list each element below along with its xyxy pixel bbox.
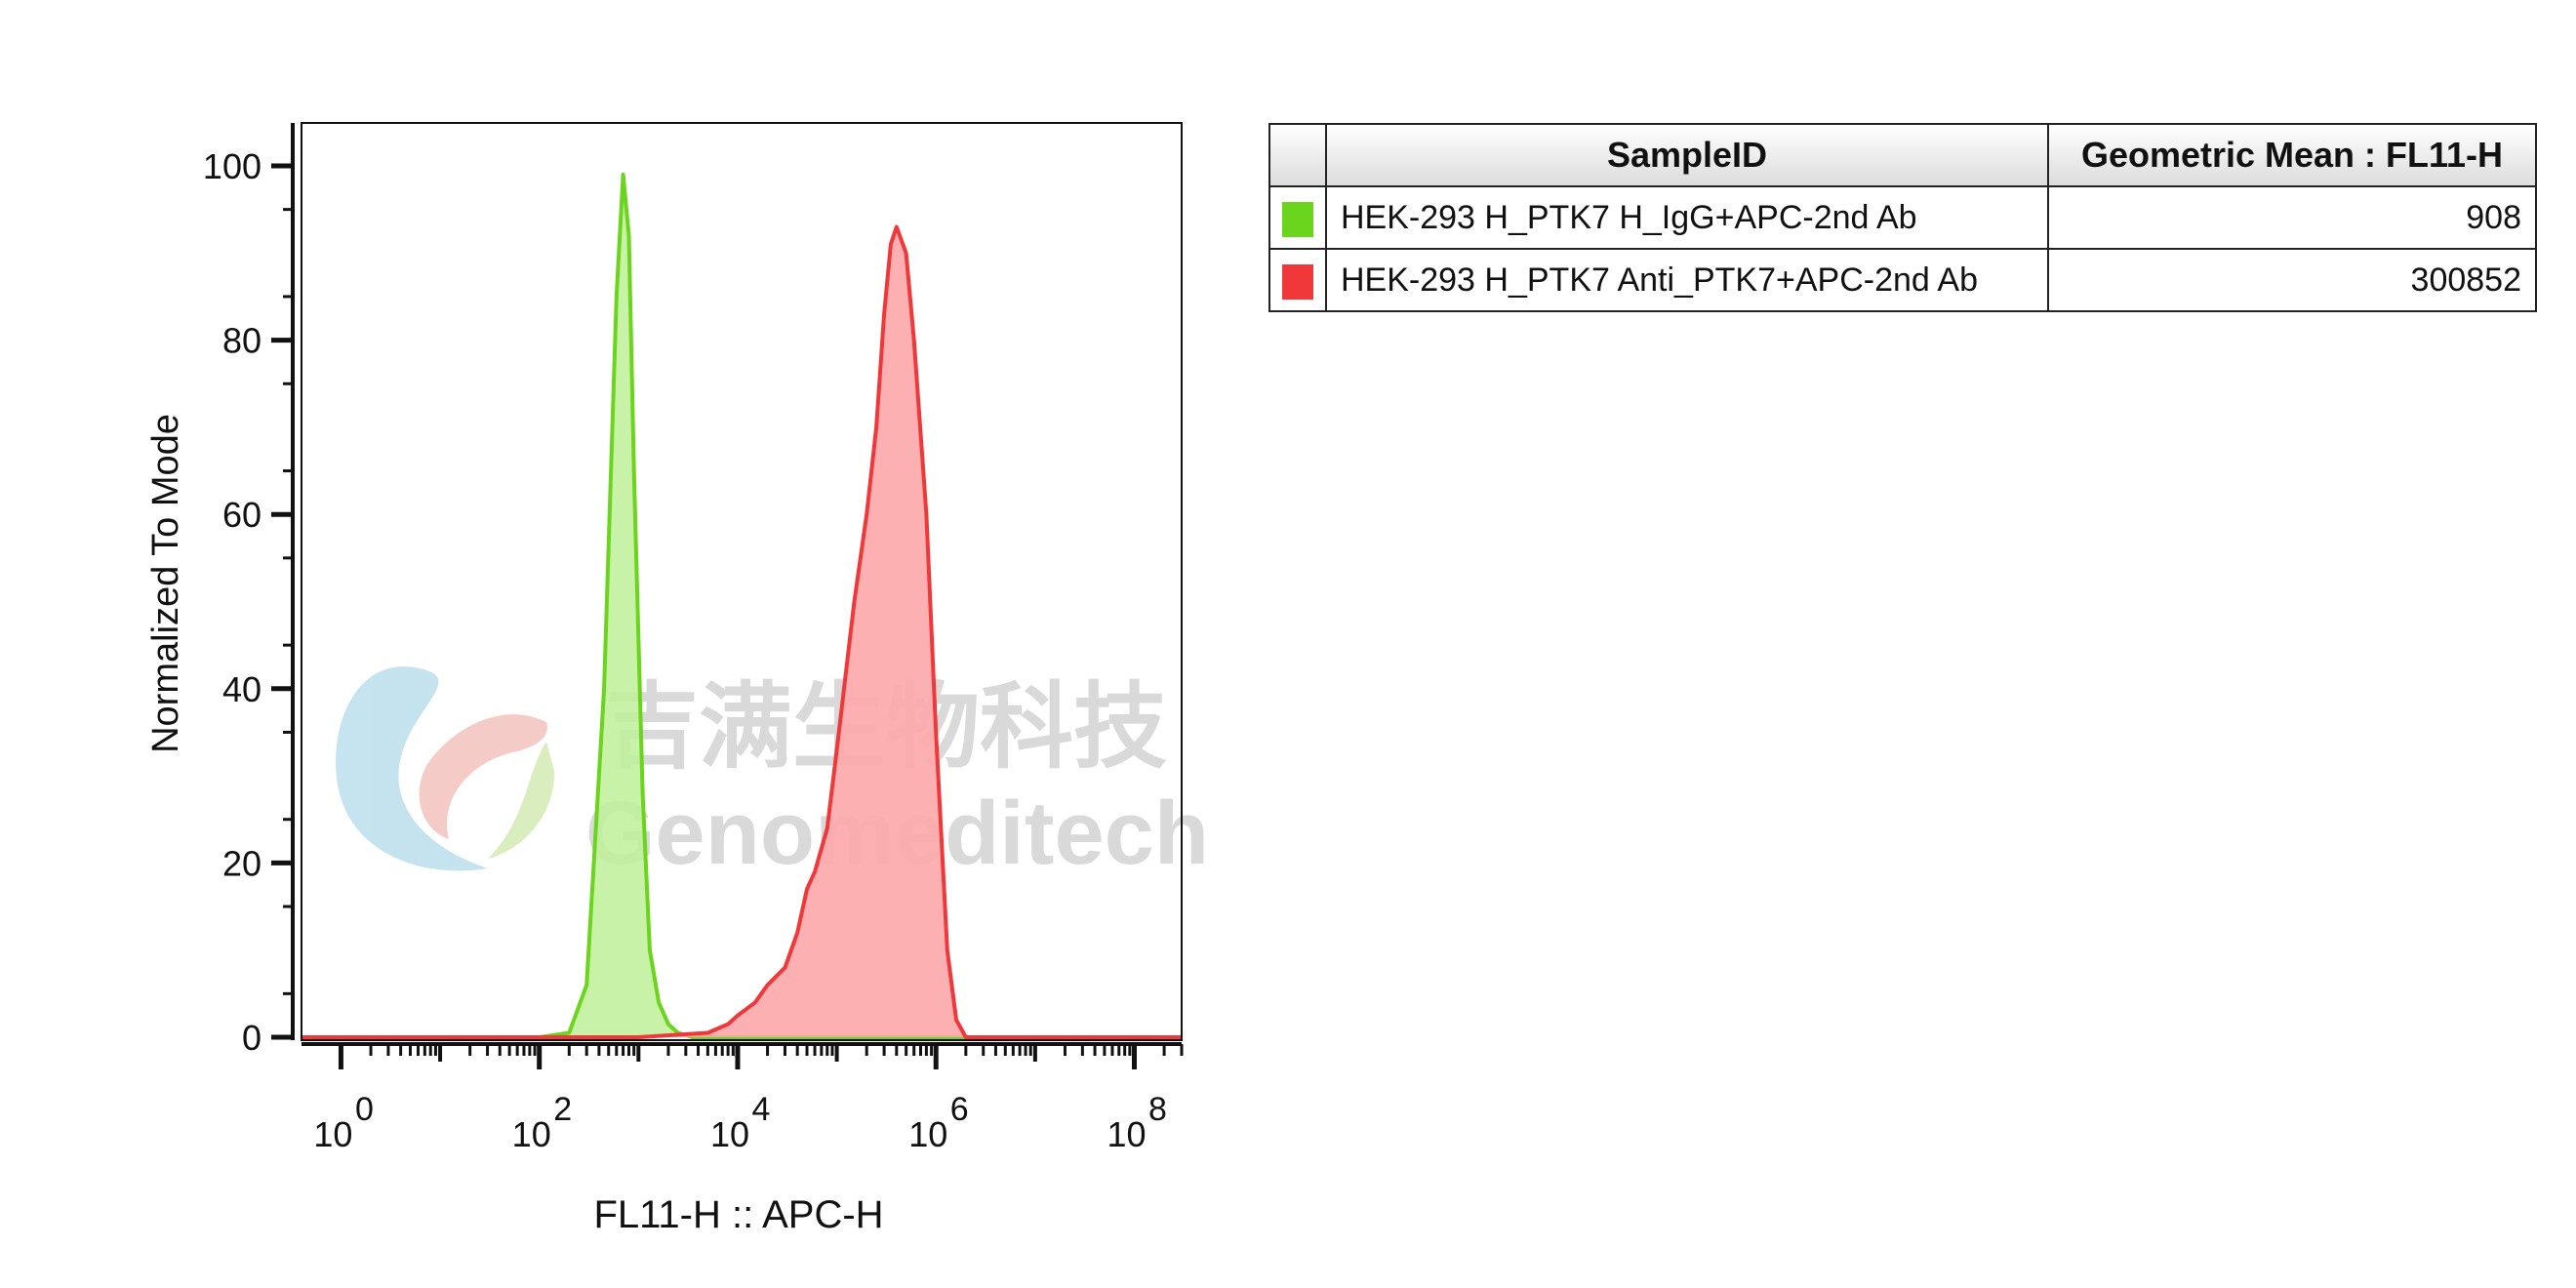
x-tick-label-base: 10 xyxy=(908,1114,947,1154)
legend-table: SampleID Geometric Mean : FL11-H HEK-293… xyxy=(1268,123,2537,312)
y-tick-label: 80 xyxy=(222,321,262,361)
legend-swatch-green xyxy=(1282,201,1313,237)
x-tick-label-exponent: 8 xyxy=(1148,1091,1167,1128)
x-tick-label-exponent: 0 xyxy=(355,1091,374,1128)
x-tick-label-base: 10 xyxy=(1107,1114,1146,1154)
y-tick-label: 40 xyxy=(222,669,262,709)
legend-swatch-cell xyxy=(1268,185,1327,250)
series-layer xyxy=(302,172,1182,1039)
y-axis: 0 20 40 60 80 100 xyxy=(203,123,295,1058)
watermark-logo-pink xyxy=(419,714,547,839)
y-tick-label: 60 xyxy=(222,495,262,535)
legend-row: HEK-293 H_PTK7 Anti_PTK7+APC-2nd Ab 3008… xyxy=(1268,248,2537,312)
y-axis-label: Normalized To Mode xyxy=(145,414,186,753)
legend-geometric-mean: 300852 xyxy=(2047,248,2537,312)
legend-swatch-header xyxy=(1268,123,1327,187)
series-line-2 xyxy=(302,224,1182,1039)
legend-row: HEK-293 H_PTK7 H_IgG+APC-2nd Ab 908 xyxy=(1268,185,2537,250)
series-area-1 xyxy=(302,174,1182,1037)
y-tick-label: 0 xyxy=(242,1018,262,1058)
x-axis-label: FL11-H :: APC-H xyxy=(593,1193,883,1236)
x-tick-label-base: 10 xyxy=(512,1114,551,1154)
series-area-2 xyxy=(302,226,1182,1037)
legend-sample-id: HEK-293 H_PTK7 Anti_PTK7+APC-2nd Ab xyxy=(1325,248,2049,312)
watermark-logo-blue xyxy=(336,666,488,871)
x-tick-label-exponent: 6 xyxy=(950,1091,969,1128)
legend-geometric-mean: 908 xyxy=(2047,185,2537,250)
legend-header-row: SampleID Geometric Mean : FL11-H xyxy=(1268,123,2537,187)
y-tick-label: 100 xyxy=(203,146,262,186)
x-tick-label-base: 10 xyxy=(710,1114,749,1154)
series-line-1 xyxy=(302,172,1182,1039)
legend-swatch-red xyxy=(1282,263,1313,300)
x-tick-label-exponent: 2 xyxy=(553,1091,572,1128)
plot-frame xyxy=(301,122,1183,1041)
sample-id-header: SampleID xyxy=(1325,123,2049,187)
y-tick-label: 20 xyxy=(222,843,262,883)
watermark-logo-green xyxy=(488,742,555,859)
x-tick-label-exponent: 4 xyxy=(752,1091,771,1128)
legend-swatch-cell xyxy=(1268,248,1327,312)
x-tick-label-base: 10 xyxy=(313,1114,352,1154)
legend-sample-id: HEK-293 H_PTK7 H_IgG+APC-2nd Ab xyxy=(1325,185,2049,250)
genomeditech-watermark: 吉满生物科技 Genomeditech xyxy=(336,666,1209,883)
geometric-mean-header: Geometric Mean : FL11-H xyxy=(2047,123,2537,187)
